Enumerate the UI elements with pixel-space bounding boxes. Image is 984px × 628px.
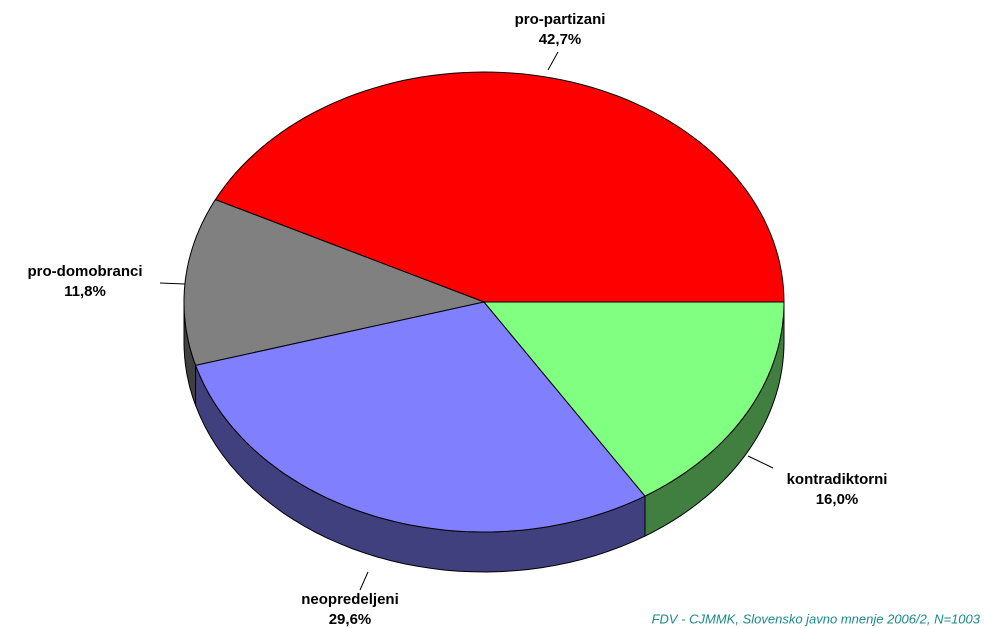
slice-label: pro-partizani: [515, 11, 606, 28]
pie-slice: [482, 301, 785, 497]
slice-value-label: 29,6%: [329, 611, 372, 628]
labels: pro-partizani 42,7% pro-domobranci 11,8% neo…: [28, 11, 888, 628]
slice-label: pro-domobranci: [28, 263, 143, 280]
pie-slice: [194, 301, 646, 533]
slice-value-label: 11,8%: [64, 283, 106, 300]
leader-line: [159, 282, 186, 285]
source-note: FDV - CJMMK, Slovensko javno mnenje 2006…: [652, 611, 981, 626]
slice-value-label: 16,0%: [816, 491, 859, 508]
leader-line: [747, 455, 774, 469]
pie-tops: [183, 71, 785, 533]
slice-label: kontradiktorni: [787, 471, 888, 488]
leader-line: [359, 571, 369, 591]
pie-slice: [183, 198, 486, 366]
pie-slice: [214, 71, 785, 303]
leader-line: [547, 51, 559, 71]
slice-label: neopredeljeni: [301, 591, 399, 608]
slice-value-label: 42,7%: [539, 31, 582, 48]
